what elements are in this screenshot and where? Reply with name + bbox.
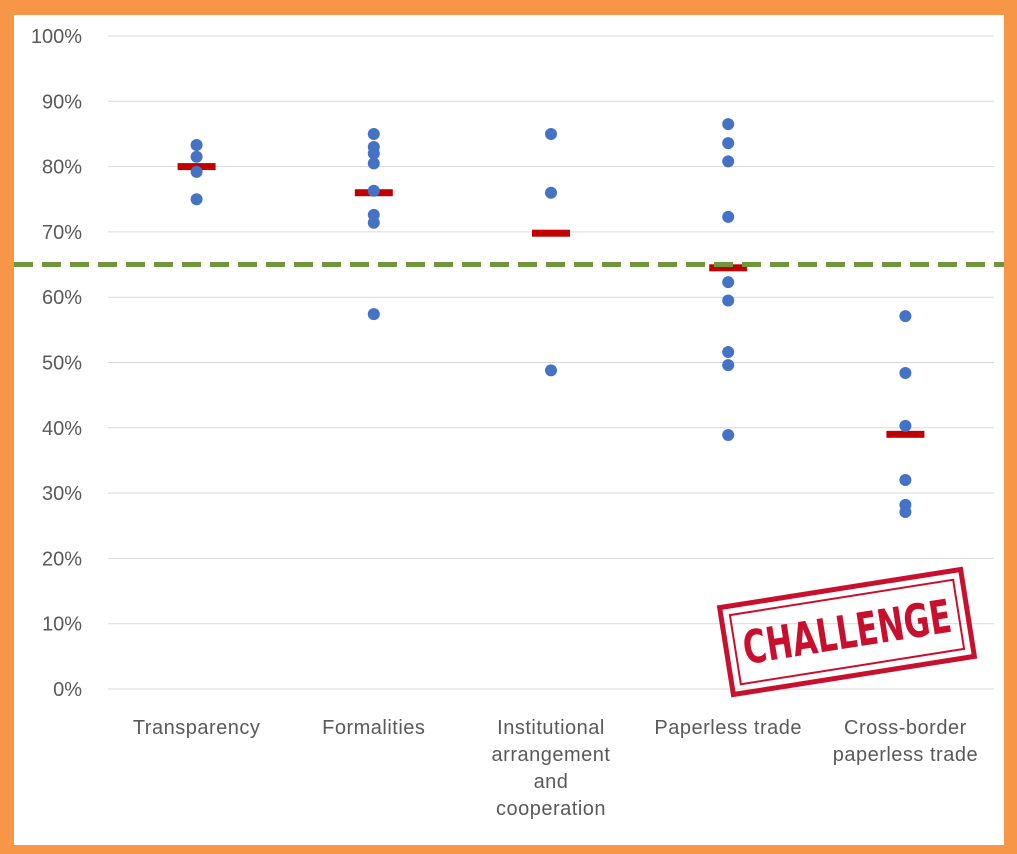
data-point xyxy=(367,184,380,197)
y-tick-label: 10% xyxy=(42,614,82,636)
data-point xyxy=(722,428,735,441)
data-point xyxy=(190,150,203,163)
data-point xyxy=(899,506,912,519)
y-tick-label: 30% xyxy=(42,483,82,505)
y-tick-label: 80% xyxy=(42,157,82,179)
data-point xyxy=(190,193,203,206)
data-point xyxy=(190,139,203,152)
average-marker xyxy=(532,229,570,237)
x-tick-label: Paperless trade xyxy=(654,717,802,739)
stamp-border-outer xyxy=(716,566,978,698)
x-tick-label: Formalities xyxy=(322,717,425,739)
x-tick-label: arrangement xyxy=(492,744,611,766)
y-axis-ticks: 0% 10% 20% 30% 40% 50% 60% 70% 80% 90% 100% xyxy=(31,26,82,701)
data-point xyxy=(722,359,735,372)
data-point xyxy=(545,186,557,199)
x-tick-label: and xyxy=(534,771,569,793)
x-tick-label: Institutional xyxy=(497,717,605,739)
data-point xyxy=(367,157,380,170)
data-point xyxy=(722,294,735,307)
y-tick-label: 50% xyxy=(42,353,82,375)
gridlines xyxy=(108,35,994,690)
data-point xyxy=(367,127,380,140)
y-tick-label: 0% xyxy=(53,679,82,701)
scatter-chart: 0% 10% 20% 30% 40% 50% 60% 70% 80% 90% 100% Transp… xyxy=(14,26,1004,820)
x-tick-label: paperless trade xyxy=(833,744,978,766)
x-axis-ticks: Transparency Formalities Institutional arra… xyxy=(133,717,978,820)
data-point xyxy=(722,155,735,168)
data-point xyxy=(545,127,557,140)
average-marker xyxy=(886,430,925,438)
data-point xyxy=(722,346,735,359)
y-tick-label: 100% xyxy=(31,26,82,48)
data-point xyxy=(545,364,557,377)
chart-frame: 0% 10% 20% 30% 40% 50% 60% 70% 80% 90% 100% Transp… xyxy=(14,15,1004,845)
data-points xyxy=(190,118,912,519)
data-point xyxy=(367,147,380,160)
data-point xyxy=(190,165,203,178)
data-point xyxy=(722,276,735,289)
x-tick-label: Transparency xyxy=(133,717,261,739)
data-point xyxy=(899,310,912,323)
y-tick-label: 40% xyxy=(42,418,82,440)
data-point xyxy=(367,308,380,321)
x-tick-label: cooperation xyxy=(496,798,606,820)
data-point xyxy=(722,137,735,150)
data-point xyxy=(899,366,912,379)
y-tick-label: 90% xyxy=(42,91,82,113)
stamp-border-inner xyxy=(728,578,966,686)
data-point xyxy=(722,210,735,223)
average-marker xyxy=(709,264,748,272)
data-point xyxy=(899,474,912,487)
y-tick-label: 70% xyxy=(42,222,82,244)
y-tick-label: 20% xyxy=(42,548,82,570)
data-point xyxy=(722,118,735,131)
y-tick-label: 60% xyxy=(42,287,82,309)
challenge-stamp: CHALLENGE xyxy=(716,566,978,698)
data-point xyxy=(367,216,380,229)
data-point xyxy=(899,419,912,432)
average-markers xyxy=(177,163,925,438)
x-tick-label: Cross-border xyxy=(844,717,967,739)
